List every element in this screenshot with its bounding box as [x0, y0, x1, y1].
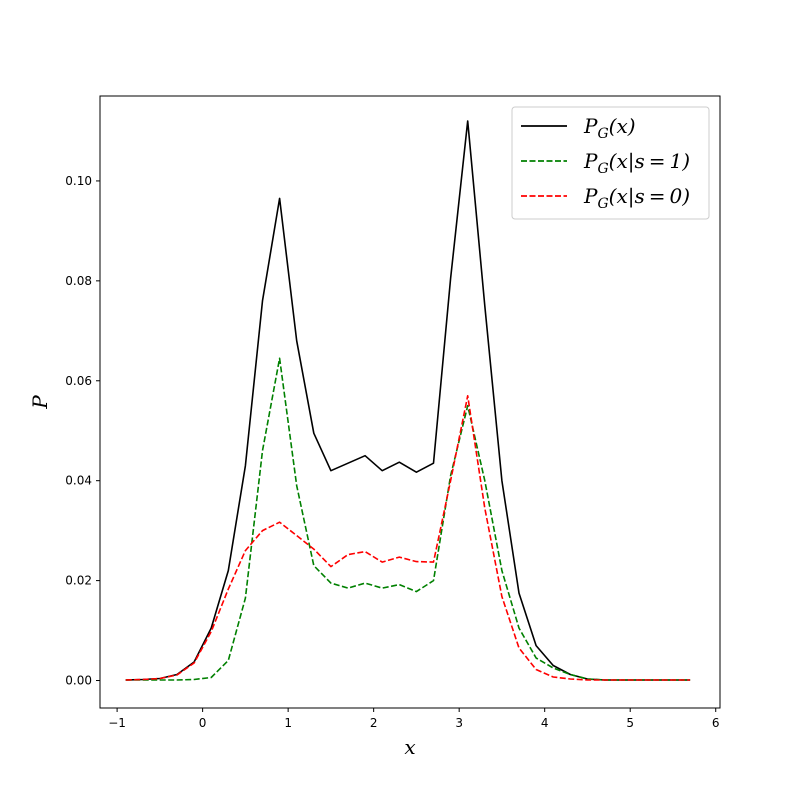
x-tick-label: 5: [626, 716, 634, 730]
x-axis-label: x: [404, 735, 415, 759]
series-line-2: [125, 394, 691, 681]
series-layer: [125, 120, 691, 681]
y-tick-label: 0.06: [65, 374, 92, 388]
x-tick-label: 3: [455, 716, 463, 730]
plot-frame: [99, 95, 721, 709]
y-tick-label: 0.04: [65, 474, 92, 488]
legend-label-2: PG(x|s = 0): [583, 184, 690, 212]
x-tick-label: 4: [541, 716, 549, 730]
y-tick-label: 0.00: [65, 674, 92, 688]
x-tick-label: 1: [284, 716, 292, 730]
x-tick-label: 6: [712, 716, 720, 730]
y-tick-label: 0.10: [65, 174, 92, 188]
x-tick-label: 2: [370, 716, 378, 730]
legend-label-0: PG(x): [583, 114, 636, 142]
x-tick-label: −1: [108, 716, 126, 730]
legend-frame: [511, 106, 710, 220]
y-axis: 0.00 0.02 0.04 0.06 0.08 0.10: [65, 174, 100, 688]
x-axis: −1 0 1 2 3 4 5 6: [108, 708, 720, 730]
x-tick-label: 0: [199, 716, 207, 730]
y-axis-label: P: [28, 395, 52, 410]
legend: PG(x) PG(x|s = 1) PG(x|s = 0): [511, 106, 710, 220]
y-tick-label: 0.08: [65, 274, 92, 288]
legend-label-1: PG(x|s = 1): [583, 149, 690, 177]
y-tick-label: 0.02: [65, 574, 92, 588]
